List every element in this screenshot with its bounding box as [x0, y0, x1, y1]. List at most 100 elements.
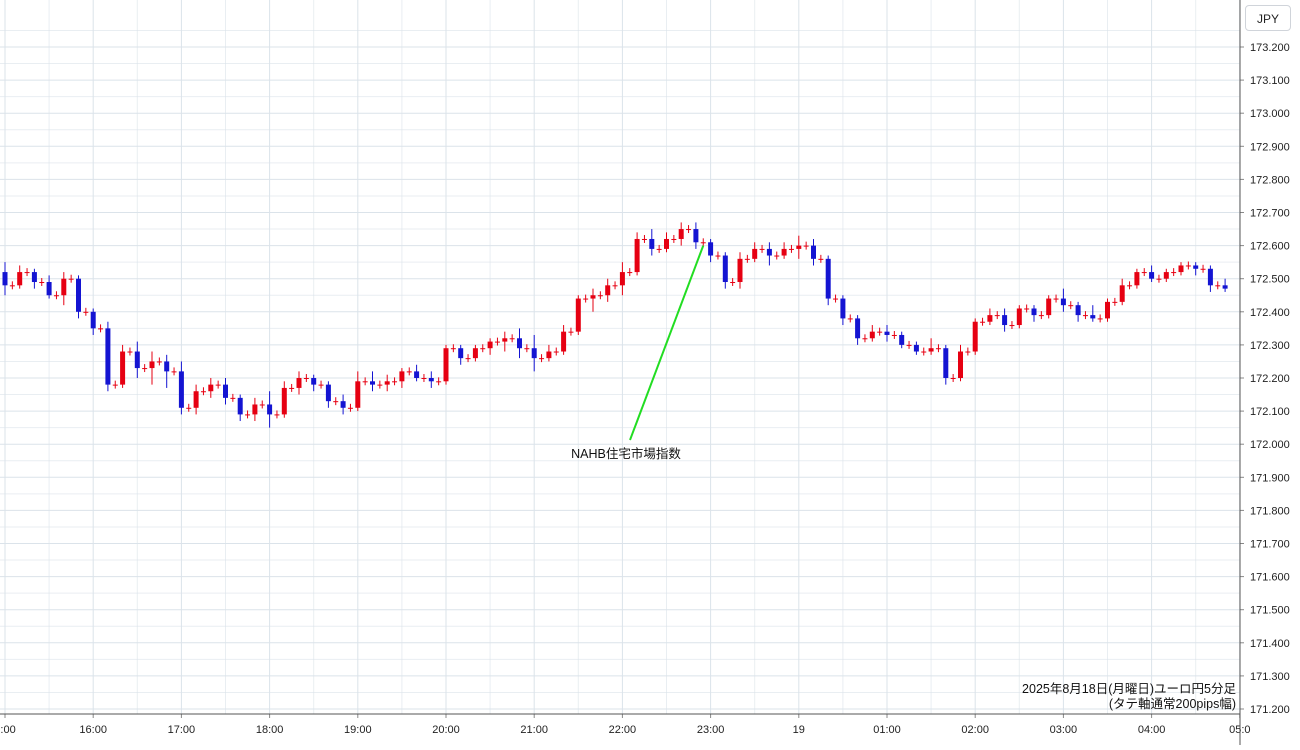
candle-body — [325, 384, 331, 402]
candle — [906, 340, 912, 349]
candle — [980, 317, 986, 326]
candle-body — [641, 238, 647, 240]
candle-body — [186, 407, 192, 409]
candle — [406, 367, 412, 376]
candle — [1119, 278, 1125, 306]
candle-body — [891, 334, 897, 336]
candle — [347, 403, 353, 412]
candle — [303, 374, 309, 382]
candle-body — [1222, 285, 1228, 289]
y-tick-label: 171.400 — [1250, 638, 1290, 650]
candle-body — [627, 272, 633, 274]
candle — [891, 330, 897, 339]
candle-body — [1149, 272, 1155, 279]
candle — [1097, 314, 1103, 323]
candle — [333, 397, 339, 406]
candle-body — [259, 404, 265, 406]
candle-body — [421, 378, 427, 379]
candle-body — [370, 381, 375, 385]
candle-body — [1002, 315, 1008, 326]
candle — [127, 347, 133, 356]
candle — [230, 393, 236, 402]
candle — [436, 377, 442, 386]
candle — [428, 371, 434, 388]
candle — [156, 357, 162, 366]
candle-body — [943, 348, 949, 378]
candle — [325, 381, 331, 408]
candle — [686, 225, 692, 234]
candle-body — [384, 381, 390, 385]
candle — [1171, 268, 1177, 277]
chart-caption: 2025年8月18日(月曜日)ユーロ円5分足 (タテ軸通常200pips幅) — [1022, 682, 1236, 712]
candle-body — [61, 278, 67, 296]
candle — [517, 328, 522, 359]
candle — [215, 380, 221, 389]
candle — [1127, 281, 1133, 290]
candle — [399, 368, 405, 388]
candle-body — [1112, 301, 1118, 303]
candle — [1082, 311, 1088, 320]
candle-body — [1082, 315, 1088, 317]
candle — [237, 394, 243, 422]
candle-body — [825, 258, 831, 299]
candle-body — [487, 341, 493, 349]
candle — [1178, 262, 1184, 276]
candle-body — [935, 348, 941, 350]
candle — [296, 371, 302, 395]
candle-body — [53, 295, 59, 297]
candle-body — [164, 361, 170, 372]
candle-body — [1178, 265, 1184, 273]
candle-body — [311, 378, 317, 385]
candle — [223, 378, 228, 405]
candle-body — [414, 371, 420, 378]
candle — [98, 324, 104, 333]
candle — [759, 244, 765, 253]
candle-body — [1127, 285, 1133, 287]
candle — [450, 344, 456, 353]
candle-body — [818, 258, 824, 260]
candle-body — [83, 311, 89, 313]
candle-body — [1141, 272, 1147, 274]
candle — [715, 251, 721, 260]
candle-body — [472, 348, 478, 359]
candle-body — [281, 387, 287, 415]
candle-body — [105, 328, 111, 385]
candle — [546, 344, 552, 362]
candle-body — [1105, 301, 1110, 319]
candle-body — [392, 381, 398, 383]
candle — [619, 262, 625, 296]
x-tick-label: 22:00 — [609, 724, 637, 736]
candle — [480, 344, 486, 353]
candle-body — [31, 272, 37, 283]
candle — [818, 254, 824, 263]
candle-body — [318, 384, 324, 386]
candle-body — [678, 229, 684, 239]
candle — [539, 354, 545, 363]
candle-body — [862, 338, 868, 340]
candle — [509, 334, 515, 343]
candle — [627, 268, 633, 277]
candle — [193, 384, 199, 415]
y-tick-label: 173.100 — [1250, 75, 1290, 87]
candle-body — [303, 378, 309, 379]
candle-body — [142, 368, 148, 370]
candle-body — [994, 315, 1000, 317]
candle-body — [1068, 305, 1074, 307]
candle-body — [1097, 318, 1103, 320]
candle — [833, 294, 839, 303]
candle-body — [1024, 308, 1030, 310]
candle — [840, 295, 846, 326]
candle-body — [847, 318, 853, 320]
candle — [377, 380, 383, 389]
candle — [752, 242, 758, 263]
x-tick-label: 18:00 — [256, 724, 284, 736]
candle — [825, 255, 831, 306]
candle — [318, 380, 324, 389]
candle — [164, 354, 170, 388]
candle-body — [796, 245, 802, 249]
currency-selector[interactable]: JPY — [1245, 5, 1291, 31]
candle — [605, 278, 611, 302]
candle-body — [708, 242, 714, 256]
